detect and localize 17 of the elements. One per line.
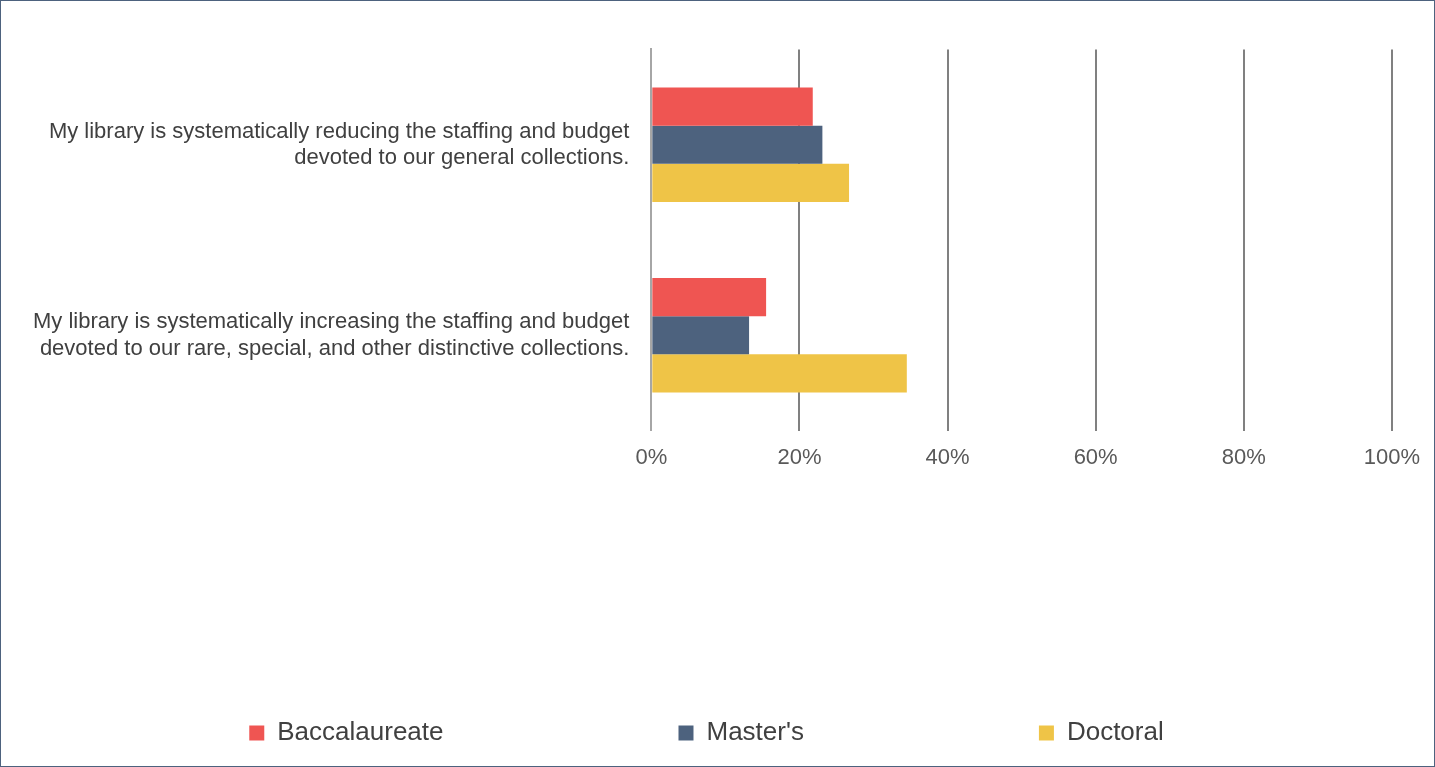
bar — [652, 278, 767, 317]
legend-label: Baccalaureate — [277, 716, 444, 747]
y-tick-label: My library is systematically reducing the staffing and budget devoted to our general collections. — [48, 117, 630, 169]
bar — [652, 87, 813, 126]
x-tick-label: 40% — [925, 443, 970, 469]
x-tick-label: 20% — [777, 443, 822, 469]
bar — [652, 316, 750, 355]
legend-label: Master's — [706, 716, 804, 747]
x-tick-label: 0% — [635, 443, 668, 469]
x-tick-label: 100% — [1363, 443, 1421, 469]
bar — [652, 125, 823, 164]
x-tick-label: 80% — [1221, 443, 1266, 469]
x-tick-label: 60% — [1073, 443, 1118, 469]
bar — [652, 163, 850, 202]
bar — [652, 354, 907, 393]
legend-label: Doctoral — [1066, 716, 1164, 747]
y-tick-label: My library is systematically increasing the staffing and budget devoted to our rare, special, and other distinctive collections. — [32, 308, 630, 360]
